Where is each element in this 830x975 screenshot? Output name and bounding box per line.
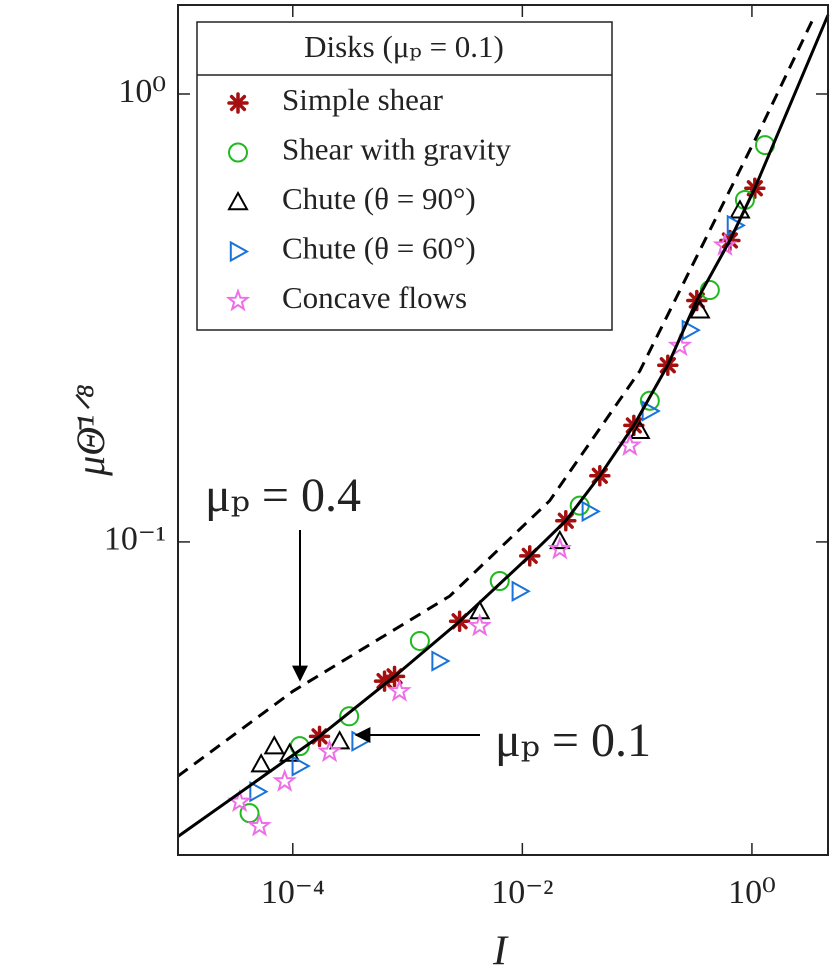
marker <box>328 730 351 750</box>
legend-label: Shear with gravity <box>282 132 512 167</box>
marker <box>431 650 451 672</box>
marker <box>489 570 510 591</box>
legend-marker <box>227 92 249 114</box>
marker <box>263 735 285 755</box>
marker <box>247 813 272 837</box>
legend-marker <box>227 190 249 211</box>
marker <box>249 780 269 803</box>
marker <box>239 803 260 824</box>
marker <box>291 755 311 777</box>
fit-line <box>177 14 830 838</box>
legend-label: Simple shear <box>282 82 444 117</box>
y-tick-label: 10⁰ <box>118 73 166 110</box>
marker <box>549 529 571 550</box>
legend: Disks (μₚ = 0.1) Simple shear Shear with … <box>196 21 613 331</box>
marker <box>629 419 651 440</box>
marker <box>317 738 342 763</box>
marker <box>581 500 601 523</box>
marker <box>272 768 297 792</box>
marker <box>547 536 573 560</box>
annotation: μₚ = 0.1 <box>495 714 651 767</box>
legend-marker <box>225 288 251 312</box>
plot-area <box>177 14 830 838</box>
marker <box>387 678 412 702</box>
marker <box>373 670 396 692</box>
x-tick-label: 10⁰ <box>728 874 776 911</box>
marker <box>511 580 531 602</box>
marker <box>667 332 693 357</box>
legend-label: Concave flows <box>282 280 467 315</box>
legend-marker <box>228 142 248 163</box>
marker <box>250 753 272 773</box>
y-axis-label: μΘ̄¹ᐟ⁸ <box>68 384 113 477</box>
marker <box>639 390 660 411</box>
y-tick-label: 10⁻¹ <box>104 521 166 558</box>
legend-title: Disks (μₚ = 0.1) <box>304 29 504 64</box>
marker <box>409 630 430 651</box>
marker <box>467 613 492 637</box>
annotation: μₚ = 0.4 <box>205 469 361 522</box>
x-tick-label: 10⁻⁴ <box>261 874 325 911</box>
legend-marker <box>229 240 250 263</box>
legend-label: Chute (θ = 90°) <box>282 181 476 216</box>
legend-label: Chute (θ = 60°) <box>282 231 476 266</box>
x-axis-label: I <box>492 929 509 975</box>
legend-box <box>196 21 613 331</box>
x-tick-label: 10⁻² <box>491 874 553 911</box>
marker <box>689 299 711 319</box>
marker <box>339 706 360 727</box>
fit-line <box>177 14 817 778</box>
axes-frame <box>177 4 829 856</box>
